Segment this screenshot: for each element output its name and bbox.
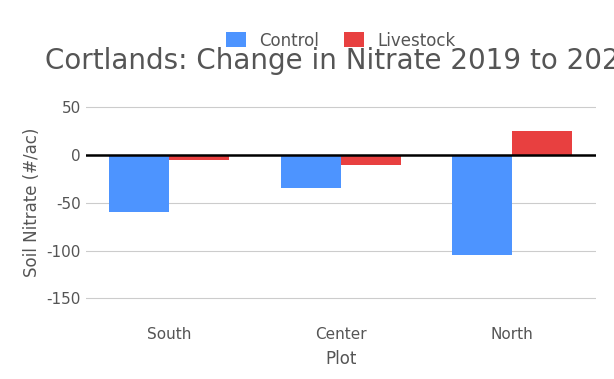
Bar	[512, 131, 572, 155]
Bar	[281, 155, 341, 188]
Bar	[109, 155, 169, 212]
Legend: Control, Livestock: Control, Livestock	[219, 25, 462, 56]
Title: Cortlands: Change in Nitrate 2019 to 2020: Cortlands: Change in Nitrate 2019 to 202…	[45, 47, 614, 75]
Bar	[169, 155, 229, 160]
X-axis label: Plot: Plot	[325, 350, 357, 368]
Y-axis label: Soil Nitrate (#/ac): Soil Nitrate (#/ac)	[23, 128, 41, 277]
Bar	[453, 155, 512, 255]
Bar	[341, 155, 401, 164]
